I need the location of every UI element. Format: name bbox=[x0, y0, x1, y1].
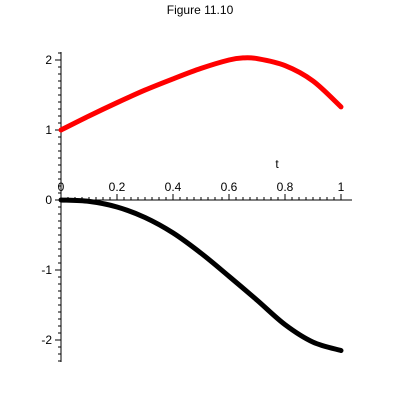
series-line-2 bbox=[58, 197, 344, 353]
x-tick-label: 0 bbox=[58, 180, 65, 194]
series-line-1 bbox=[58, 55, 344, 133]
chart-axes: 2 1 0 -1 -2 0 0.2 0.4 0.6 0.8 1 t bbox=[41, 52, 352, 362]
y-tick-label: -1 bbox=[41, 263, 52, 277]
x-tick-label: 0.4 bbox=[165, 180, 182, 194]
x-tick-label: 1 bbox=[338, 180, 345, 194]
x-tick-label: 0.8 bbox=[277, 180, 294, 194]
x-tick-label: 0.2 bbox=[109, 180, 126, 194]
y-tick-label: 2 bbox=[45, 53, 52, 67]
y-tick-label: 0 bbox=[45, 193, 52, 207]
chart-title: Figure 11.10 bbox=[166, 3, 234, 17]
x-tick-label: 0.6 bbox=[221, 180, 238, 194]
x-axis-label: t bbox=[275, 157, 279, 171]
y-tick-label: -2 bbox=[41, 333, 52, 347]
series-layer bbox=[58, 55, 344, 353]
y-tick-label: 1 bbox=[45, 123, 52, 137]
